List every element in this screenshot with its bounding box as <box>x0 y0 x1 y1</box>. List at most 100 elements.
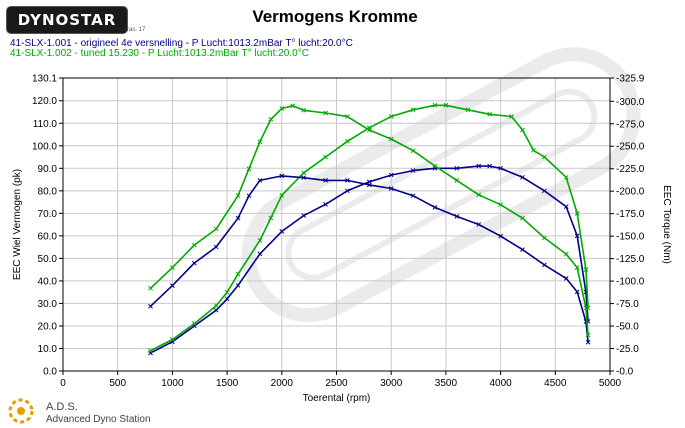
y-axis-right: -0.0 -25.0 -50.0 -75.0 -100.0 -125.0 -150.0 -17… <box>610 74 645 378</box>
y-tick-label: 120.0 <box>32 96 57 107</box>
series-point-3 <box>410 193 416 199</box>
run-label-1: 41-SLX-1.001 - origineel 4e versnelling … <box>10 38 353 49</box>
series-point-3 <box>366 182 372 188</box>
series-point-1 <box>323 201 328 207</box>
x-tick-label: 2500 <box>325 378 348 389</box>
series-point-3 <box>170 283 175 288</box>
series-point-2 <box>542 154 547 160</box>
y2-tick-label: -25.0 <box>616 344 639 355</box>
series-point-4 <box>301 107 307 113</box>
y2-tick-label: -175.0 <box>616 209 645 220</box>
series-point-1 <box>498 165 503 171</box>
y2-axis-label: EEC Torque (Nm) <box>661 185 672 264</box>
series-point-4 <box>268 116 274 122</box>
y2-tick-label: -225.0 <box>616 164 645 175</box>
y-tick-label: 130.1 <box>32 74 57 85</box>
series-point-1 <box>224 296 230 302</box>
series-point-2 <box>191 321 197 327</box>
y2-tick-label: -125.0 <box>616 254 645 265</box>
x-tick-label: 5000 <box>599 378 622 389</box>
x-tick-label: 4500 <box>544 378 567 389</box>
series-point-1 <box>487 163 493 169</box>
series-point-3 <box>246 193 252 199</box>
series-point-2 <box>323 154 328 160</box>
series-point-1 <box>476 163 482 169</box>
series-point-3 <box>279 173 285 179</box>
y2-tick-label: -50.0 <box>616 322 639 333</box>
x-tick-label: 2000 <box>271 378 294 389</box>
series-point-3 <box>585 339 591 345</box>
series-point-2 <box>531 147 536 153</box>
series-point-2 <box>520 127 525 133</box>
series-point-2 <box>574 210 580 216</box>
series-line-4 <box>149 105 589 336</box>
y-tick-label: 100.0 <box>32 141 57 152</box>
ads-logo-icon <box>8 398 34 424</box>
series-point-2 <box>583 267 589 273</box>
series-point-2 <box>224 289 230 295</box>
ads-brand: A.D.S. <box>46 401 78 413</box>
series-point-3 <box>257 178 263 183</box>
y-tick-label: 110.0 <box>33 119 58 130</box>
series-point-4 <box>454 178 460 183</box>
grid <box>62 77 611 372</box>
series-point-2 <box>465 107 471 113</box>
series-point-1 <box>257 251 263 257</box>
series-point-3 <box>476 222 482 227</box>
y-tick-label: 0.0 <box>43 367 57 378</box>
series-point-3 <box>520 247 525 252</box>
x-tick-label: 3500 <box>435 378 458 389</box>
series-point-4 <box>476 192 482 198</box>
y-tick-label: 90.0 <box>38 164 58 175</box>
series-point-4 <box>563 251 569 257</box>
series-point-4 <box>170 265 175 270</box>
series-point-2 <box>345 138 350 144</box>
x-tick-label: 4000 <box>489 378 512 389</box>
run-label-2: 41-SLX-1.002 - tuned 15.230 - P Lucht:10… <box>10 48 309 59</box>
series-point-2 <box>268 215 274 221</box>
x-tick-label: 1500 <box>216 378 239 389</box>
series-point-2 <box>257 238 263 243</box>
y-tick-label: 80.0 <box>38 186 58 197</box>
series-point-1 <box>213 307 219 313</box>
series-point-4 <box>257 139 263 145</box>
series-point-4 <box>290 103 296 109</box>
series-point-3 <box>235 215 241 221</box>
series-point-4 <box>574 265 580 270</box>
series-point-2 <box>388 114 394 119</box>
series-point-4 <box>148 285 153 291</box>
y2-tick-label: -250.0 <box>616 142 645 153</box>
ads-subtitle: Advanced Dyno Station <box>46 414 151 425</box>
series-point-4 <box>191 242 197 248</box>
series-point-4 <box>583 305 589 311</box>
x-tick-label: 0 <box>60 378 66 389</box>
series-point-1 <box>520 174 525 180</box>
x-axis: 0 500 1000 1500 2000 2500 3000 3500 4000 4500 5000 <box>60 371 622 389</box>
series-point-2 <box>563 174 569 180</box>
series-point-3 <box>574 289 580 295</box>
series-point-1 <box>542 188 547 194</box>
series-point-1 <box>279 229 285 234</box>
series-point-3 <box>498 233 503 239</box>
y2-tick-label: -100.0 <box>616 277 645 288</box>
series-point-3 <box>148 303 153 309</box>
series-point-1 <box>388 172 394 178</box>
logo-text: DYNOSTAR <box>17 11 117 29</box>
y2-tick-label: -200.0 <box>616 187 645 198</box>
series-point-4 <box>366 127 372 133</box>
y-tick-label: 30.0 <box>38 299 58 310</box>
y-tick-label: 20.0 <box>38 321 58 332</box>
y-tick-label: 50.0 <box>38 254 58 265</box>
series-point-2 <box>279 192 285 198</box>
series-point-3 <box>323 178 328 183</box>
series-point-4 <box>345 114 350 119</box>
watermark-band <box>241 47 641 323</box>
series-point-2 <box>487 111 493 117</box>
dynostar-logo: DYNOSTAR <box>6 6 128 34</box>
y-axis-left: 0.0 10.0 20.0 30.0 40.0 50.0 60.0 70.0 80.0 90.0 1… <box>32 74 63 378</box>
y-tick-label: 40.0 <box>38 276 58 287</box>
y-tick-label: 10.0 <box>38 344 58 355</box>
series-point-1 <box>563 204 569 209</box>
series-point-3 <box>542 262 547 268</box>
